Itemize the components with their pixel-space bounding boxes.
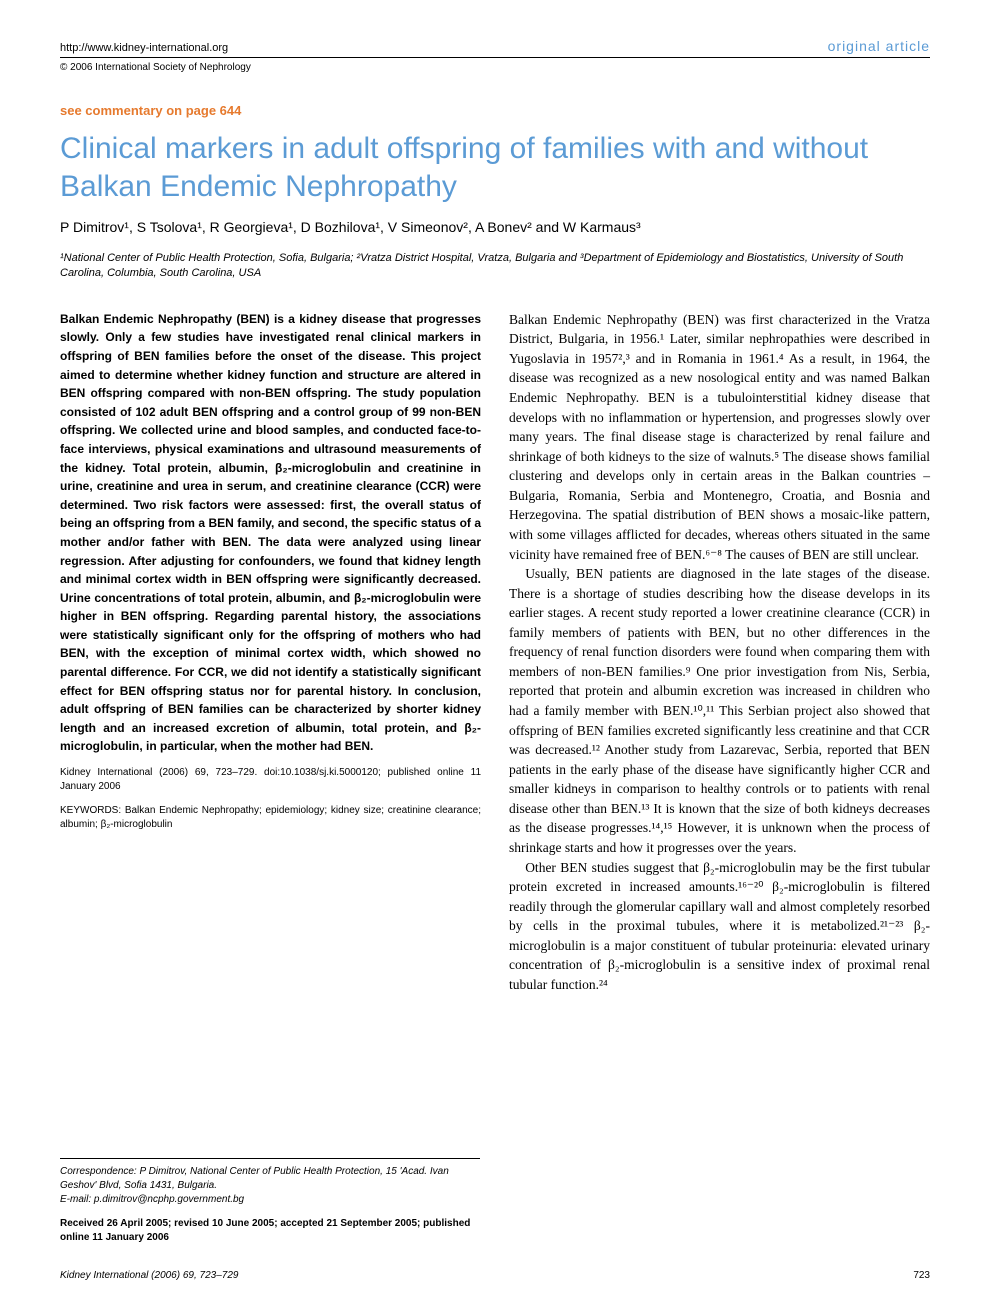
abstract: Balkan Endemic Nephropathy (BEN) is a ki… — [60, 310, 481, 756]
body-paragraph-3: Other BEN studies suggest that β₂-microg… — [509, 858, 930, 995]
two-column-layout: Balkan Endemic Nephropathy (BEN) is a ki… — [60, 310, 930, 995]
affiliations: ¹National Center of Public Health Protec… — [60, 251, 930, 282]
citation: Kidney International (2006) 69, 723–729.… — [60, 766, 481, 794]
left-column: Balkan Endemic Nephropathy (BEN) is a ki… — [60, 310, 481, 995]
article-title: Clinical markers in adult offspring of f… — [60, 130, 930, 205]
article-type: original article — [828, 38, 930, 54]
correspondence-email: E-mail: p.dimitrov@ncphp.government.bg — [60, 1193, 480, 1207]
keywords: KEYWORDS: Balkan Endemic Nephropathy; ep… — [60, 804, 481, 832]
journal-url: http://www.kidney-international.org — [60, 42, 228, 54]
correspondence-text: Correspondence: P Dimitrov, National Cen… — [60, 1165, 480, 1193]
right-column: Balkan Endemic Nephropathy (BEN) was fir… — [509, 310, 930, 995]
received-dates: Received 26 April 2005; revised 10 June … — [60, 1217, 480, 1245]
correspondence: Correspondence: P Dimitrov, National Cen… — [60, 1158, 480, 1245]
commentary-note: see commentary on page 644 — [60, 103, 930, 118]
body-paragraph-1: Balkan Endemic Nephropathy (BEN) was fir… — [509, 310, 930, 564]
authors: P Dimitrov¹, S Tsolova¹, R Georgieva¹, D… — [60, 219, 930, 235]
body-paragraph-2: Usually, BEN patients are diagnosed in t… — [509, 564, 930, 857]
copyright: © 2006 International Society of Nephrolo… — [60, 62, 930, 73]
page-number: 723 — [913, 1270, 930, 1281]
page-header: http://www.kidney-international.org orig… — [60, 38, 930, 58]
page-footer: Kidney International (2006) 69, 723–729 … — [60, 1270, 930, 1281]
footer-citation: Kidney International (2006) 69, 723–729 — [60, 1270, 238, 1281]
